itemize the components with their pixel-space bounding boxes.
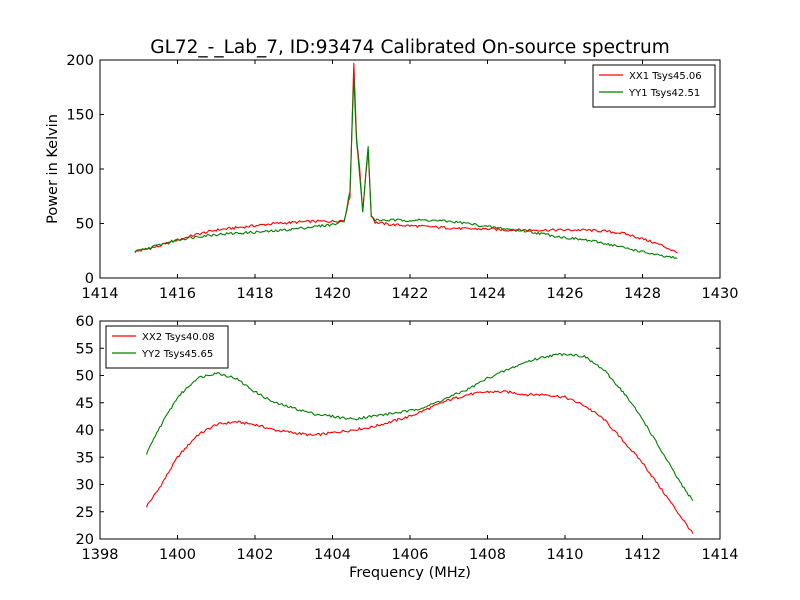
series-line-0 (145, 390, 694, 534)
top-panel: 1414 1416 1418 1420 1422 1424 1426 1428 1430 0 50 1… (45, 53, 738, 302)
x-tick-label: 1412 (624, 547, 661, 563)
x-tick-label: 1424 (469, 286, 506, 302)
y-tick-label: 100 (66, 162, 94, 178)
x-tick-label: 1402 (237, 547, 274, 563)
legend-label-0: XX2 Tsys40.08 (142, 332, 215, 343)
legend-label-1: YY2 Tsys45.65 (141, 349, 213, 360)
x-tick-label: 1420 (314, 286, 351, 302)
x-tick-label: 1400 (159, 547, 196, 563)
legend-label-0: XX1 Tsys45.06 (629, 71, 702, 82)
x-axis-label: Frequency (MHz) (349, 565, 471, 581)
x-tick-label: 1408 (469, 547, 506, 563)
series-line-1 (145, 353, 694, 502)
x-tick-label: 1404 (314, 547, 351, 563)
y-tick-label: 50 (76, 217, 94, 233)
x-tick-label: 1430 (702, 286, 739, 302)
y-tick-label: 30 (76, 478, 94, 494)
y-tick-label: 35 (76, 450, 94, 466)
y-tick-label: 200 (66, 53, 94, 69)
x-tick-label: 1416 (159, 286, 196, 302)
y-tick-label: 60 (76, 314, 94, 330)
legend-box (592, 64, 716, 108)
series-line-0 (134, 62, 678, 254)
legend-label-1: YY1 Tsys42.51 (628, 88, 700, 99)
x-tick-label: 1428 (624, 286, 661, 302)
y-axis-label: Power in Kelvin (45, 114, 61, 224)
x-tick-label: 1426 (547, 286, 584, 302)
y-tick-label: 40 (76, 423, 94, 439)
x-tick-label: 1414 (702, 547, 739, 563)
y-tick-label: 55 (76, 341, 94, 357)
x-tick-label: 1406 (392, 547, 429, 563)
y-tick-label: 25 (76, 505, 94, 521)
y-tick-label: 0 (85, 271, 94, 287)
bottom-panel: 1398 1400 1402 1404 1406 1408 1410 1412 1414 20 25… (76, 314, 739, 581)
x-tick-label: 1398 (82, 547, 119, 563)
y-tick-label: 20 (76, 532, 94, 548)
x-tick-label: 1414 (82, 286, 119, 302)
x-tick-label: 1410 (547, 547, 584, 563)
y-tick-label: 45 (76, 396, 94, 412)
chart-title: GL72_-_Lab_7, ID:93474 Calibrated On-sou… (150, 37, 670, 58)
y-tick-label: 150 (66, 108, 94, 124)
x-tick-label: 1422 (392, 286, 429, 302)
series-line-1 (134, 76, 678, 259)
legend-box (105, 325, 229, 369)
y-tick-label: 50 (76, 369, 94, 385)
x-tick-label: 1418 (237, 286, 274, 302)
